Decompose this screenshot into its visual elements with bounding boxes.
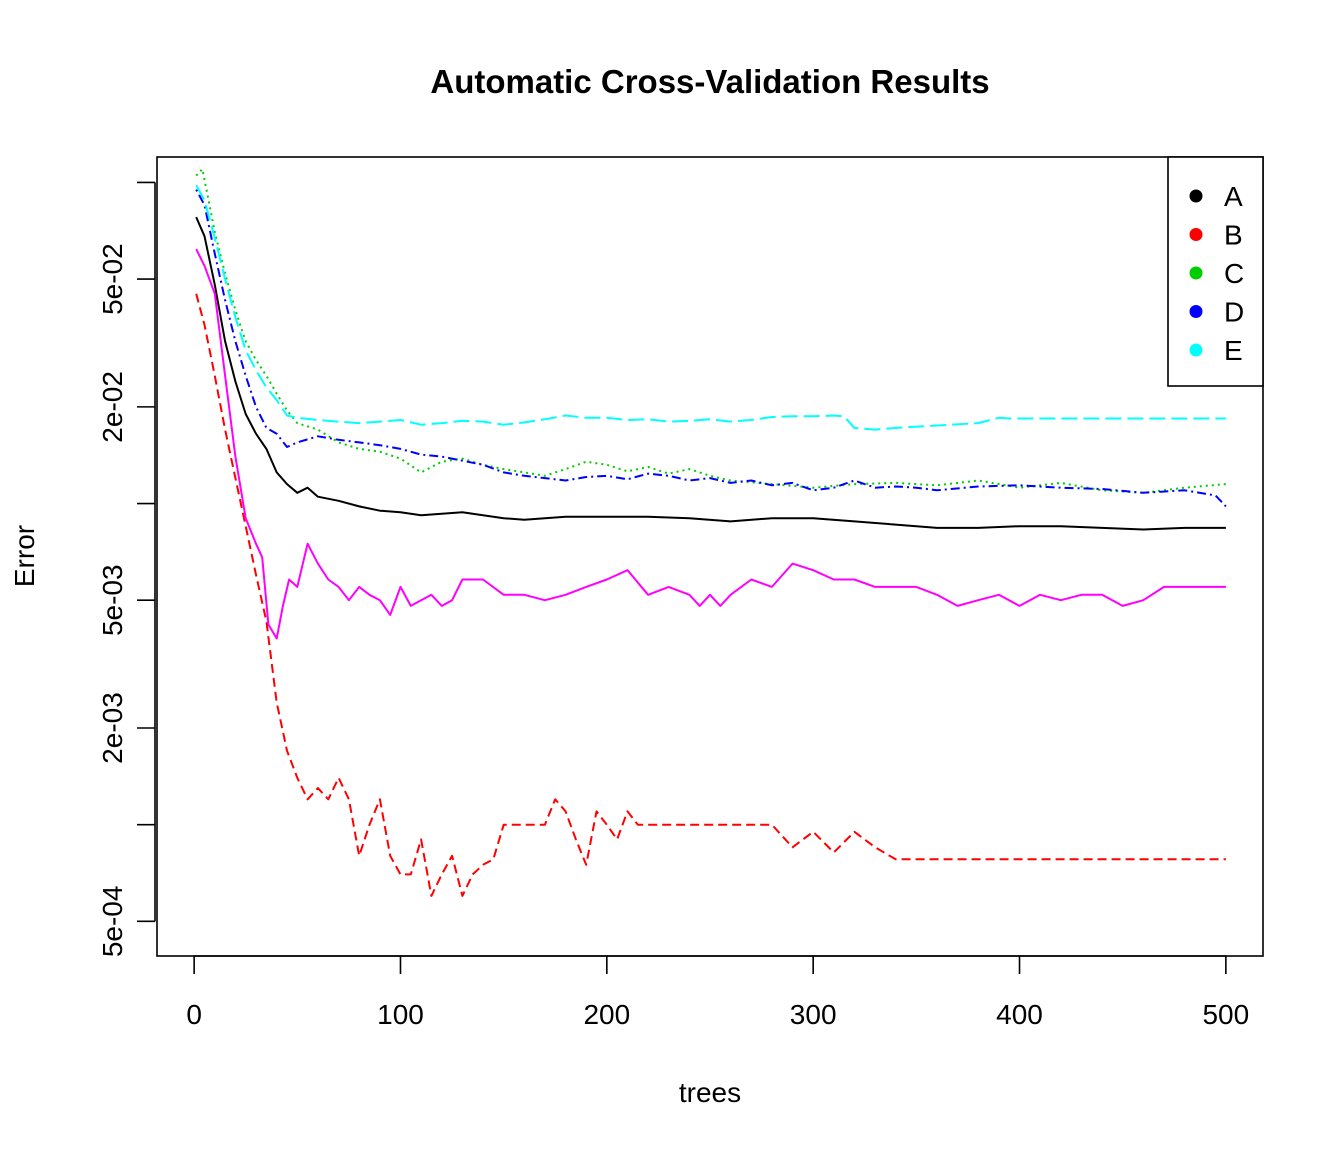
series-line-e (195, 184, 1226, 431)
legend-label-b: B (1224, 220, 1243, 251)
legend-label-a: A (1224, 181, 1243, 212)
x-tick-label: 200 (583, 999, 630, 1030)
chart-title: Automatic Cross-Validation Results (430, 63, 989, 100)
legend-marker-c (1189, 266, 1203, 280)
y-tick-label: 5e-03 (97, 564, 128, 636)
legend-marker-a (1189, 189, 1203, 203)
y-tick-label: 2e-02 (97, 371, 128, 443)
y-axis: 5e-04 2e-03 5e-03 2e-02 5e-02 (97, 181, 156, 958)
y-axis-label: Error (9, 525, 40, 587)
x-axis-label: trees (679, 1077, 741, 1108)
plot-frame (156, 156, 1264, 957)
series-line-d (195, 189, 1227, 508)
legend-marker-d (1189, 305, 1203, 318)
y-tick-label: 5e-02 (97, 243, 128, 315)
legend-marker-b (1189, 228, 1203, 241)
x-tick-label: 0 (186, 999, 202, 1030)
legend-marker-e (1189, 343, 1203, 357)
x-tick-label: 100 (377, 999, 424, 1030)
series-layer (195, 168, 1227, 897)
y-tick-label: 5e-04 (97, 886, 128, 958)
x-tick-label: 500 (1202, 999, 1249, 1030)
legend-label-c: C (1224, 258, 1244, 289)
x-tick-label: 300 (790, 999, 837, 1030)
x-tick-label: 400 (996, 999, 1043, 1030)
series-line-c (195, 168, 1226, 494)
legend-box (1167, 156, 1264, 387)
legend-label-d: D (1224, 297, 1244, 328)
y-tick-label: 2e-03 (97, 692, 128, 764)
series-line-unlabeled-5 (195, 248, 1226, 640)
x-axis: 0 100 200 300 400 500 (186, 955, 1249, 1030)
series-line-a (195, 216, 1226, 531)
legend-label-e: E (1224, 335, 1243, 366)
series-line-b (195, 293, 1226, 897)
